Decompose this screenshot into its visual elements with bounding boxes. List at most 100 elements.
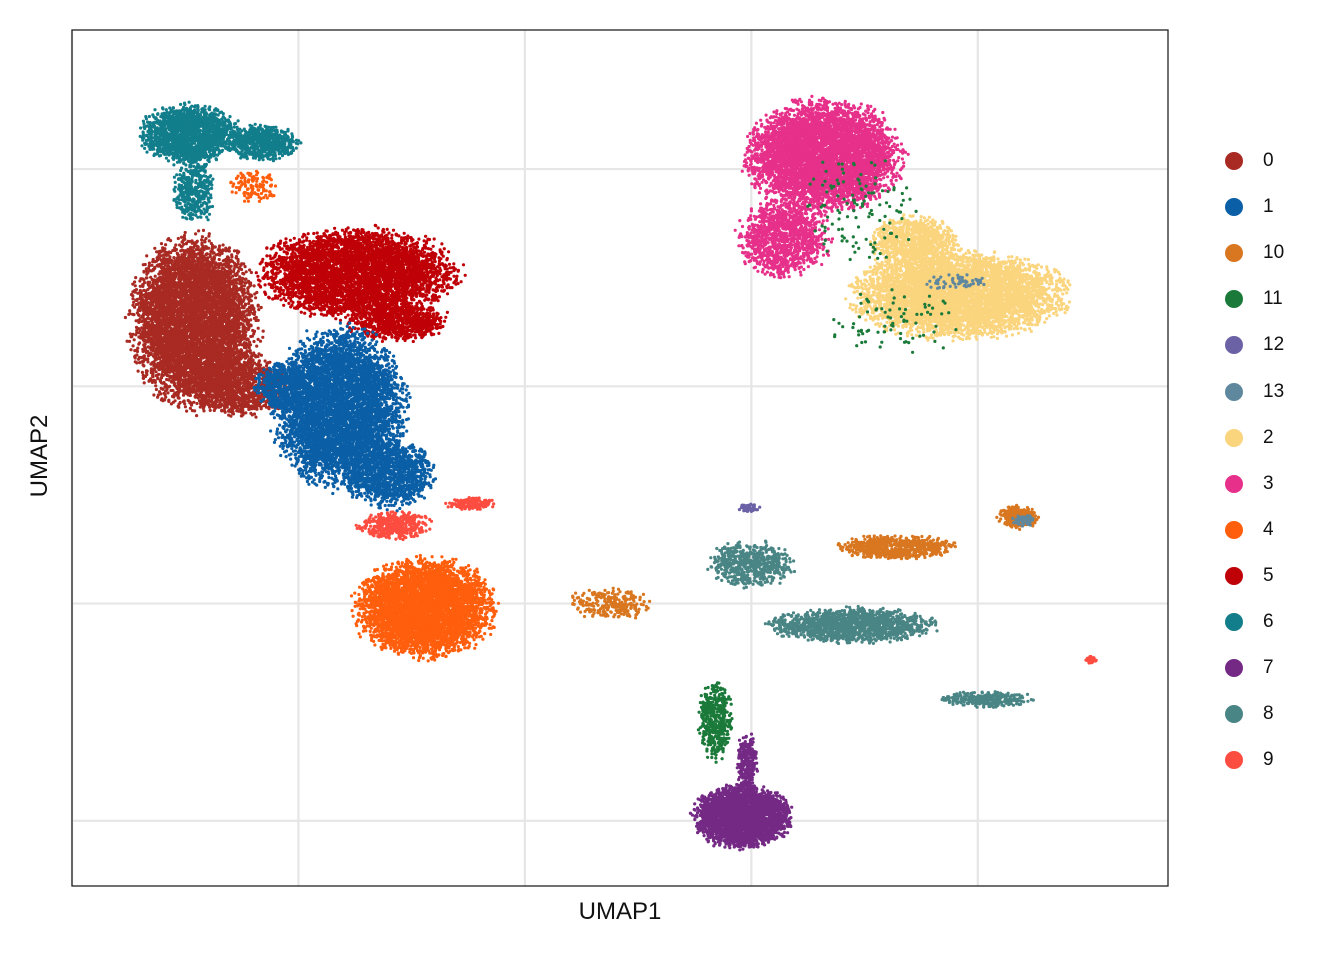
cluster-6-point: [175, 173, 179, 177]
cluster-6-point: [202, 192, 206, 196]
cluster-6-point: [268, 129, 272, 133]
cluster-6-point: [200, 203, 204, 207]
cluster-6-point: [153, 108, 157, 112]
cluster-6-point: [261, 158, 265, 162]
cluster-6-point: [190, 133, 194, 137]
cluster-6-point: [274, 157, 278, 161]
cluster-6-point: [208, 113, 212, 117]
cluster-6-point: [231, 140, 235, 144]
cluster-6-point: [147, 121, 151, 125]
cluster-6-point: [233, 145, 237, 149]
cluster-6-point: [203, 130, 207, 134]
cluster-6-point: [207, 140, 211, 144]
cluster-6-point: [163, 149, 167, 153]
cluster-6-point: [173, 139, 177, 143]
cluster-6-point: [276, 143, 280, 147]
cluster-6-point: [182, 152, 186, 157]
cluster-6-point: [284, 147, 288, 151]
cluster-0-point: [232, 282, 236, 286]
cluster-6-point: [198, 215, 202, 219]
cluster-6-point: [172, 188, 176, 192]
cluster-6-point: [172, 143, 176, 147]
cluster-6-point: [265, 135, 269, 139]
cluster-6-point: [273, 142, 277, 146]
cluster-6-point: [182, 161, 186, 166]
cluster-6-point: [206, 116, 210, 120]
cluster-6-point: [148, 126, 152, 130]
cluster-6-point: [153, 138, 157, 142]
cluster-6-point: [180, 184, 184, 188]
cluster-6-point: [187, 100, 191, 104]
cluster-6-point: [208, 105, 212, 109]
cluster-6-point: [199, 189, 203, 193]
cluster-6-point: [185, 209, 189, 213]
cluster-6-point: [202, 174, 206, 178]
cluster-6-point: [195, 135, 199, 139]
cluster-6-point: [194, 131, 198, 135]
cluster-6-point: [216, 117, 220, 122]
cluster-6-point: [250, 146, 254, 150]
cluster-6-point: [162, 122, 166, 126]
cluster-6-point: [183, 119, 187, 123]
cluster-6-point: [143, 146, 147, 150]
cluster-6-point: [176, 112, 180, 117]
cluster-6-point: [221, 112, 225, 116]
cluster-6-point: [216, 108, 220, 112]
cluster-6-point: [278, 156, 282, 160]
cluster-6-point: [174, 136, 179, 140]
cluster-6-point: [210, 138, 214, 142]
cluster-6-point: [197, 166, 201, 170]
cluster-6-point: [258, 142, 263, 146]
cluster-6-point: [141, 119, 145, 123]
cluster-6-point: [196, 108, 200, 112]
cluster-6-point: [210, 204, 215, 209]
cluster-6-point: [172, 175, 176, 179]
cluster-6-point: [205, 210, 209, 214]
cluster-6-point: [189, 169, 193, 173]
cluster-6-point: [283, 151, 287, 156]
cluster-6-point: [190, 126, 194, 130]
cluster-6-point: [232, 125, 236, 129]
cluster-6-point: [214, 127, 218, 131]
cluster-0-point: [243, 265, 247, 269]
cluster-6-point: [238, 127, 242, 131]
cluster-6-point: [273, 151, 277, 155]
cluster-6-point: [228, 130, 233, 134]
cluster-6-point: [200, 137, 204, 141]
cluster-6-point: [196, 163, 200, 167]
cluster-6-point: [233, 130, 237, 134]
cluster-6-point: [192, 164, 196, 168]
cluster-6-point: [194, 178, 198, 182]
cluster-6-point: [233, 121, 238, 126]
cluster-6-point: [153, 152, 157, 156]
cluster-6-point: [207, 205, 211, 209]
cluster-6-point: [194, 160, 198, 164]
cluster-6-point: [191, 116, 195, 120]
cluster-6-point: [280, 154, 285, 158]
cluster-6-point: [178, 146, 182, 150]
cluster-6-point: [215, 138, 219, 142]
cluster-6-points: [138, 100, 303, 222]
cluster-6-point: [257, 155, 262, 159]
cluster-6-point: [287, 144, 291, 148]
cluster-6-point: [144, 134, 148, 138]
cluster-6-point: [172, 112, 176, 116]
cluster-6-point: [153, 133, 157, 137]
cluster-6-point: [206, 197, 210, 201]
cluster-6-point: [236, 150, 240, 154]
cluster-6-point: [275, 148, 279, 152]
cluster-6-point: [221, 115, 225, 119]
cluster-6-point: [246, 138, 250, 143]
cluster-6-point: [170, 135, 174, 139]
cluster-6-point: [145, 150, 149, 154]
cluster-0-point: [259, 305, 263, 310]
cluster-6-point: [139, 126, 143, 130]
cluster-6-point: [179, 102, 183, 106]
cluster-6-point: [190, 206, 194, 211]
cluster-6-point: [281, 148, 285, 152]
cluster-6-point: [187, 197, 191, 201]
cluster-6-point: [203, 104, 207, 108]
cluster-6-point: [176, 195, 180, 199]
cluster-6-point: [251, 132, 256, 137]
cluster-6-point: [202, 111, 207, 116]
